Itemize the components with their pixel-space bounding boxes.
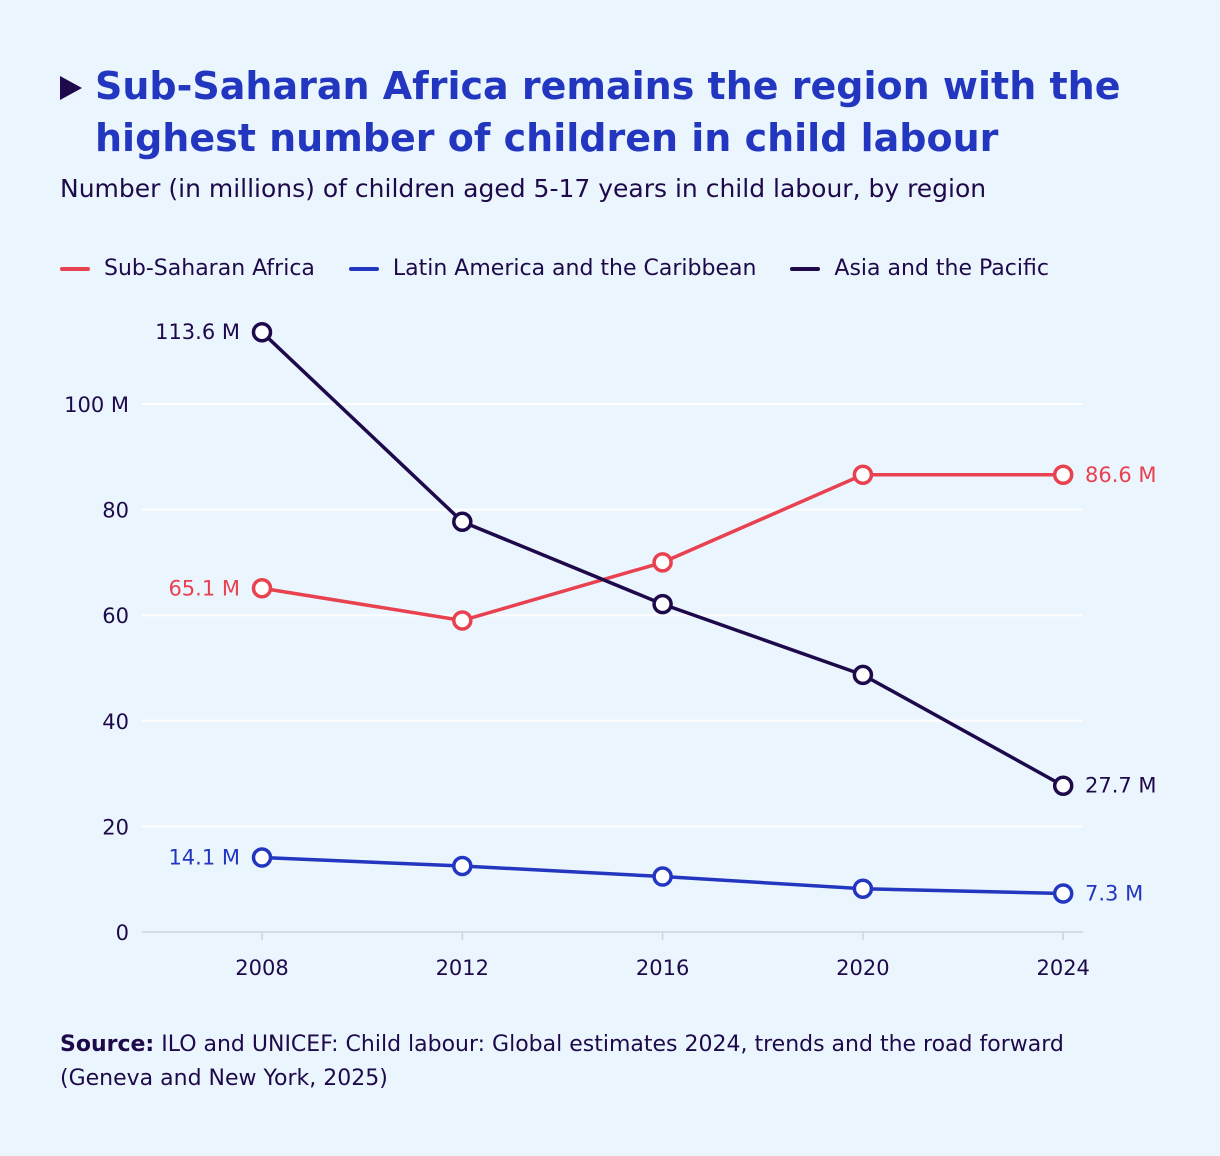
y-tick-label: 80 bbox=[102, 499, 129, 523]
source-note: Source: ILO and UNICEF: Child labour: Gl… bbox=[60, 1028, 1160, 1096]
data-point bbox=[852, 664, 874, 686]
data-label: 14.1 M bbox=[168, 846, 240, 870]
data-point bbox=[251, 321, 273, 343]
legend-label-sub-saharan-africa: Sub-Saharan Africa bbox=[104, 256, 315, 281]
data-point bbox=[852, 464, 874, 486]
x-tick-label: 2012 bbox=[436, 956, 489, 980]
y-tick-label: 0 bbox=[116, 921, 129, 945]
line-chart: 0 20 40 60 80 100 M 2008 2012 2016 2020 2024 65.1 M… bbox=[64, 320, 1157, 980]
data-point bbox=[652, 593, 673, 615]
data-label: 65.1 M bbox=[168, 576, 240, 600]
data-point bbox=[452, 855, 473, 877]
x-tick-label: 2020 bbox=[836, 956, 889, 980]
y-tick-label: 60 bbox=[102, 604, 129, 628]
legend-item-asia-pacific: Asia and the Pacific bbox=[790, 256, 1049, 281]
source-label: Source: bbox=[60, 1032, 155, 1057]
chart-title: Sub-Saharan Africa remains the region wi… bbox=[95, 64, 1121, 160]
data-point bbox=[652, 866, 673, 887]
source-text: ILO and UNICEF: Child labour: Global est… bbox=[60, 1032, 1064, 1091]
data-point bbox=[852, 878, 874, 899]
data-point bbox=[1052, 464, 1074, 486]
legend-swatch-latin-america bbox=[348, 266, 379, 271]
data-label: 7.3 M bbox=[1085, 881, 1143, 905]
data-point bbox=[452, 511, 473, 532]
legend-item-latin-america: Latin America and the Caribbean bbox=[348, 256, 757, 281]
data-point bbox=[652, 552, 673, 573]
data-point bbox=[1052, 775, 1074, 796]
y-tick-label: 40 bbox=[102, 710, 129, 734]
legend-swatch-asia-pacific bbox=[790, 266, 821, 271]
chart-legend: Sub-Saharan Africa Latin America and the… bbox=[60, 256, 1083, 281]
x-tick-label: 2024 bbox=[1036, 956, 1089, 980]
data-label: 113.6 M bbox=[155, 320, 240, 344]
legend-item-sub-saharan-africa: Sub-Saharan Africa bbox=[60, 256, 315, 281]
legend-label-asia-pacific: Asia and the Pacific bbox=[834, 256, 1049, 281]
data-label: 27.7 M bbox=[1085, 774, 1157, 798]
y-tick-label: 100 M bbox=[64, 393, 129, 417]
title-block: Sub-Saharan Africa remains the region wi… bbox=[60, 60, 1160, 164]
x-tick-label: 2016 bbox=[636, 956, 689, 980]
y-tick-label: 20 bbox=[102, 815, 129, 839]
x-tick-label: 2008 bbox=[235, 956, 288, 980]
chart-subtitle: Number (in millions) of children aged 5-… bbox=[60, 174, 987, 203]
data-label: 86.6 M bbox=[1085, 463, 1157, 487]
legend-swatch-sub-saharan-africa bbox=[60, 266, 90, 271]
data-point bbox=[452, 610, 473, 631]
triangle-marker-icon bbox=[60, 76, 82, 100]
data-point bbox=[251, 578, 273, 599]
data-point bbox=[251, 847, 273, 868]
legend-label-latin-america: Latin America and the Caribbean bbox=[392, 256, 757, 281]
data-point bbox=[1052, 883, 1074, 904]
